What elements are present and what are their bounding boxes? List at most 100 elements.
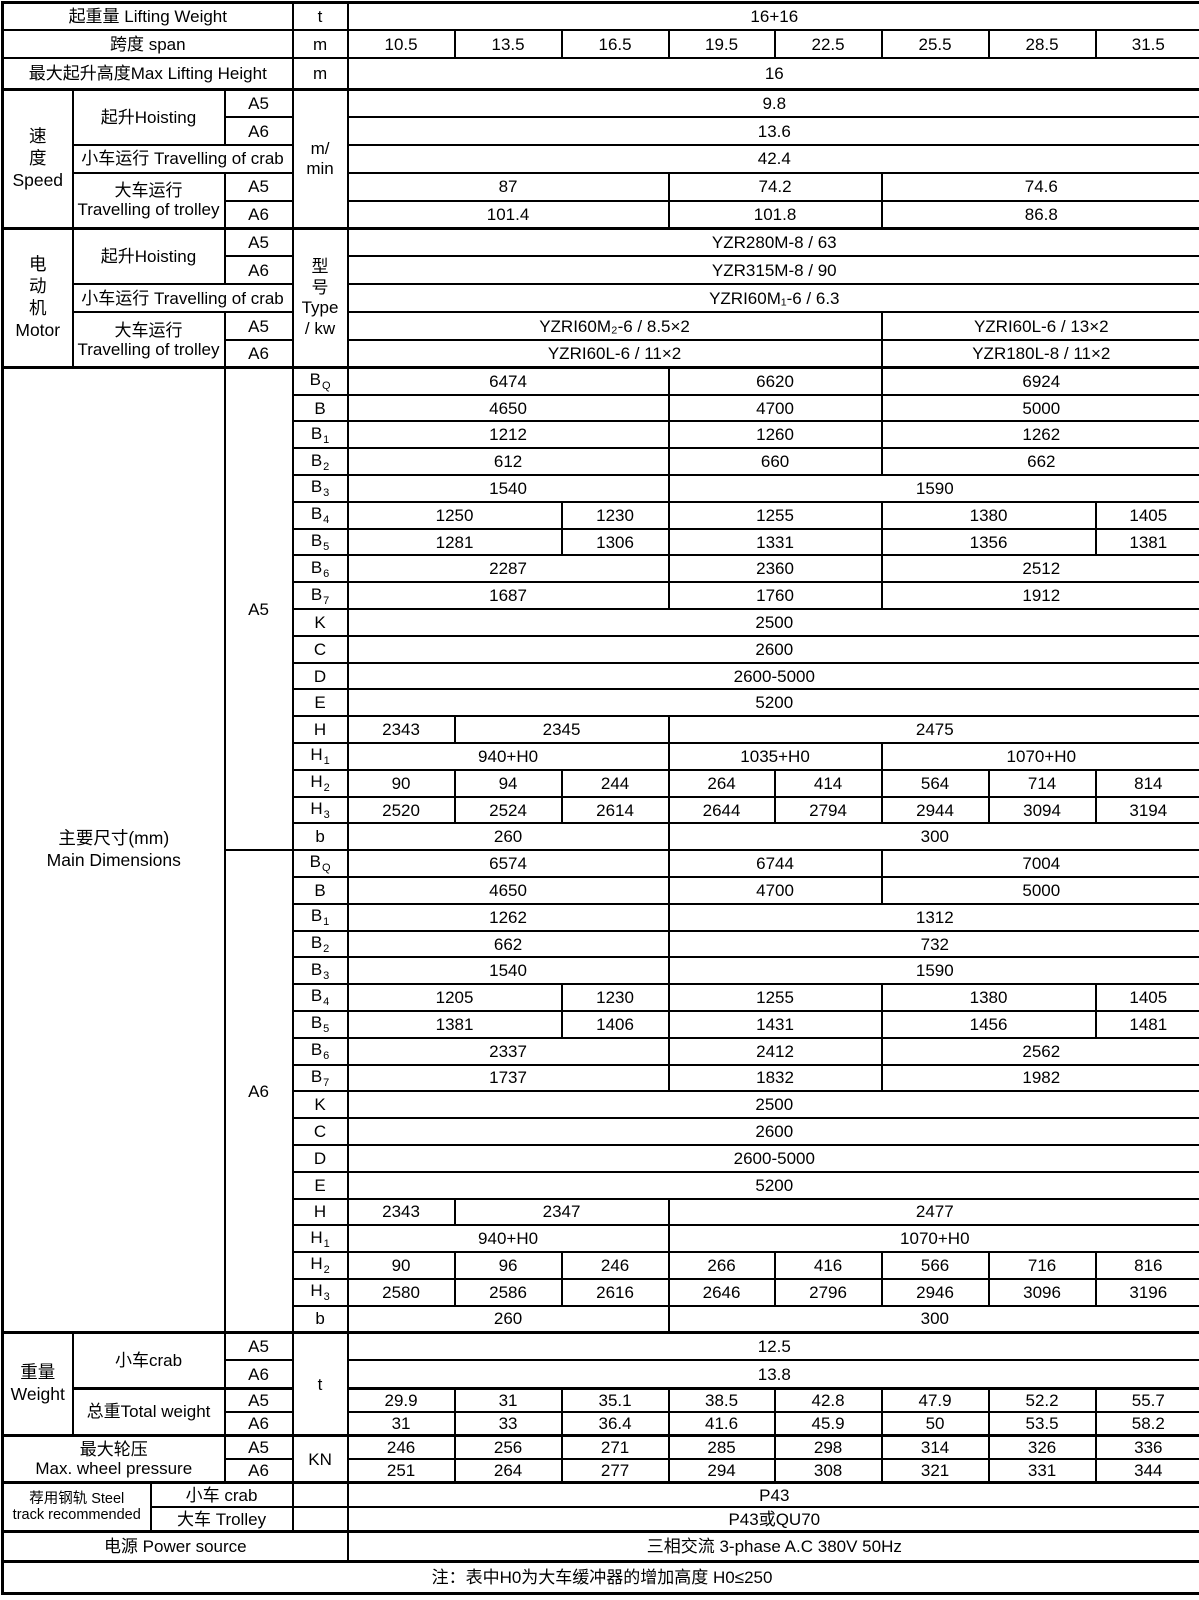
row-a5-b4-value-2: 1230: [560, 500, 670, 530]
dim-symbol: K: [291, 1090, 349, 1120]
row-a6-b7-value-2: 1832: [667, 1063, 883, 1093]
row-a5-h3-value-6: 2944: [880, 795, 990, 825]
row-a6-b1-value-1: 1262: [346, 902, 670, 932]
row-max-lifting-height: 最大起升高度Max Lifting Height m 16: [1, 57, 1199, 91]
grade-a5: A5: [223, 87, 294, 119]
row-span-value-9: 31.5: [1094, 29, 1199, 60]
row-a6-b2-value-1: 662: [346, 929, 670, 959]
row-a5-bq-value-5: 6924: [880, 366, 1199, 396]
dim-symbol: D: [291, 661, 349, 691]
row-a5-b5-value-1: 1281: [346, 527, 563, 557]
row-a5-h2-value-4: 264: [667, 768, 776, 798]
power-source-value: 三相交流 3-phase A.C 380V 50Hz: [346, 1530, 1199, 1563]
dim-symbol: B5: [291, 527, 349, 557]
wheel-pressure-label: 最大轮压 Max. wheel pressure: [1, 1433, 226, 1484]
row-a6-k: K 2500: [3, 1090, 1199, 1120]
row-a6-b4-value-3: 1255: [667, 983, 883, 1013]
row-a5-b5-value-5: 1381: [1094, 527, 1199, 557]
row-a6-e-value-1: 5200: [346, 1170, 1199, 1200]
row-a6-h2: H2 90 96 246 266 416 566 716 816: [3, 1251, 1199, 1280]
span-label: 跨度 span: [1, 29, 294, 60]
row-weight-total-a5-value-5: 38.5: [667, 1386, 776, 1413]
row-wheel-pressure-a5-value-9: 326: [987, 1433, 1097, 1461]
dimensions-section-label: 主要尺寸(mm) Main Dimensions: [1, 366, 226, 1334]
row-a6-h3-value-7: 3096: [987, 1277, 1097, 1307]
row-a6-b5-value-2: 1406: [560, 1010, 670, 1039]
grade-a5-block: A5: [223, 366, 294, 852]
row-a5-b-value-1: 4650: [346, 393, 670, 423]
motor-trolley-label: 大车运行 Travelling of trolley: [71, 311, 226, 369]
row-a5-bq-value-4: 6620: [667, 366, 883, 396]
row-a6-b5-value-5: 1481: [1094, 1010, 1199, 1039]
row-a6-h-value-3: 2477: [667, 1197, 1199, 1227]
row-weight-total-a5-value-6: 42.8: [773, 1386, 883, 1413]
row-a5-b3-value-2: 1590: [667, 474, 1199, 503]
row-weight-total-a5-value-7: 47.9: [880, 1386, 990, 1413]
row-motor-hoisting-a6-value-1: YZR315M-8 / 90: [346, 255, 1199, 286]
grade-a6: A6: [223, 339, 294, 369]
row-motor-hoisting-a5-value-4: YZR280M-8 / 63: [346, 227, 1199, 258]
row-a5-b1-value-1: 1212: [346, 420, 670, 450]
dim-symbol: K: [291, 608, 349, 637]
row-wheel-pressure-a5-value-4: 256: [453, 1433, 563, 1461]
dim-symbol: B7: [291, 581, 349, 611]
row-a5-h2-value-2: 94: [453, 768, 563, 798]
motor-hoisting-label: 起升Hoisting: [71, 227, 226, 286]
row-a5-b3-value-1: 1540: [346, 474, 670, 503]
dim-symbol: BQ: [291, 366, 349, 396]
row-a6-h3-value-6: 2946: [880, 1277, 990, 1307]
row-wheel-pressure-a5-value-3: 246: [346, 1433, 456, 1461]
row-a5-bq: 主要尺寸(mm) Main Dimensions A5 BQ 6474 6620 6924: [1, 366, 1199, 1334]
row-a5-h-value-1: 2343: [346, 715, 456, 745]
row-a6-b4-value-4: 1380: [880, 983, 1097, 1013]
dim-symbol: H3: [291, 1277, 349, 1307]
row-weight-crab-a5: 重量 Weight 小车crab A5 t 12.5: [1, 1331, 1199, 1437]
row-speed-trolley-a5-value-3: 74.2: [667, 171, 883, 202]
row-wheel-pressure-a6-value-2: 264: [453, 1458, 563, 1484]
row-a5-h2: H2 90 94 244 264 414 564 714 814: [3, 768, 1199, 798]
rail-unit-empty: [291, 1481, 349, 1509]
row-weight-total-a6-value-2: 33: [453, 1410, 563, 1437]
row-weight-crab-a5-value-4: 12.5: [346, 1331, 1199, 1362]
row-a5-h3-value-1: 2520: [346, 795, 456, 825]
row-speed-hoisting-a5: 速度 Speed 起升Hoisting A5 m/min 9.8: [1, 87, 1199, 230]
grade-a5: A5: [223, 227, 294, 258]
dim-symbol: B1: [291, 902, 349, 932]
row-a6-b6-value-1: 2337: [346, 1036, 670, 1066]
row-wheel-pressure-a6-value-6: 321: [880, 1458, 990, 1484]
row-a6-b3-value-2: 1590: [667, 956, 1199, 986]
row-span-value-8: 28.5: [987, 29, 1097, 60]
grade-a6: A6: [223, 199, 294, 230]
row-a5-b5-value-3: 1331: [667, 527, 883, 557]
row-a5-h3-value-2: 2524: [453, 795, 563, 825]
row-a6-h1-value-1: 940+H0: [346, 1224, 670, 1254]
row-a6-b4-value-5: 1405: [1094, 983, 1199, 1013]
row-wheel-pressure-a5-value-7: 298: [773, 1433, 883, 1461]
row-a6-b5-value-1: 1381: [346, 1010, 563, 1039]
row-weight-total-a5-value-9: 55.7: [1094, 1386, 1199, 1413]
row-wheel-pressure-a6-value-7: 331: [987, 1458, 1097, 1484]
row-a6-b6: B6 2337 2412 2562: [3, 1036, 1199, 1066]
row-power-source: 电源 Power source 三相交流 3-phase A.C 380V 50H…: [1, 1530, 1199, 1563]
dim-symbol: C: [291, 1117, 349, 1146]
row-rail-crab-value-3: P43: [346, 1481, 1199, 1509]
row-a5-h3-value-4: 2644: [667, 795, 776, 825]
row-a6-b-rail: b 260 300: [3, 1304, 1199, 1334]
grade-a6: A6: [223, 255, 294, 286]
row-lifting-weight: 起重量 Lifting Weight t 16+16: [1, 1, 1199, 32]
rail-trolley-label: 大车 Trolley: [149, 1506, 294, 1533]
row-motor-trolley-a5-value-3: YZRI60L-6 / 13×2: [880, 311, 1199, 342]
weight-crab-label: 小车crab: [71, 1331, 226, 1390]
row-a5-b3: B3 1540 1590: [3, 474, 1199, 503]
row-a6-b7-value-1: 1737: [346, 1063, 670, 1093]
row-a5-h2-value-6: 564: [880, 768, 990, 798]
dim-symbol: B2: [291, 929, 349, 959]
row-a5-h1-value-1: 940+H0: [346, 742, 670, 771]
row-a5-b-rail: b 260 300: [3, 822, 1199, 852]
row-a6-b2: B2 662 732: [3, 929, 1199, 959]
row-a5-b4-value-5: 1405: [1094, 500, 1199, 530]
row-a6-h1-value-2: 1070+H0: [667, 1224, 1199, 1254]
row-a6-h3-value-1: 2580: [346, 1277, 456, 1307]
